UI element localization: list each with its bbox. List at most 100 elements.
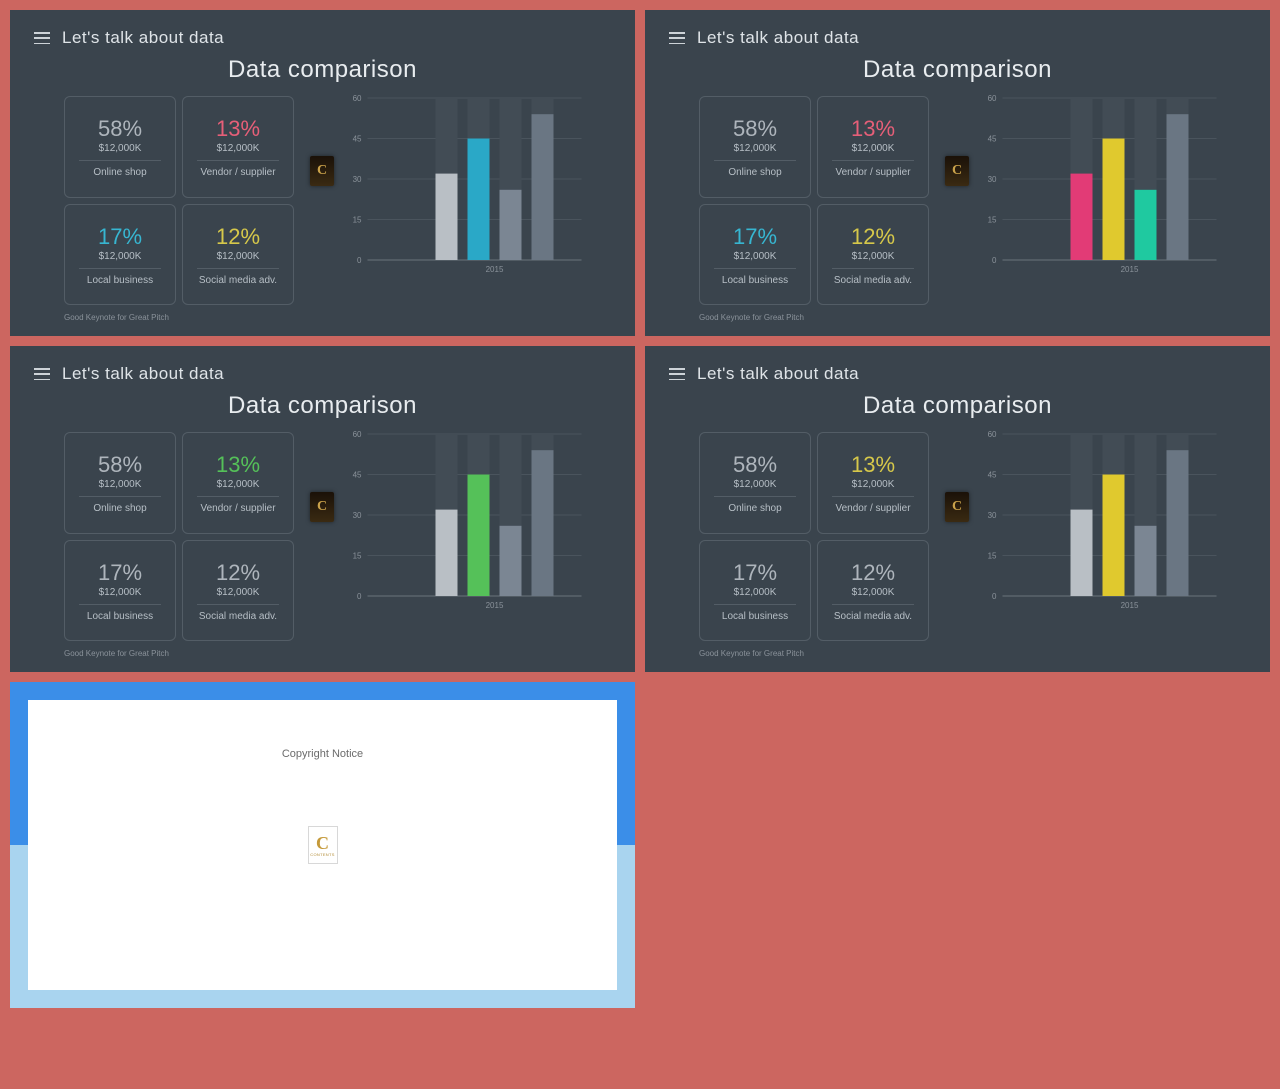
copyright-inner: Copyright Notice C CONTENTS (28, 700, 617, 990)
hamburger-icon[interactable] (669, 368, 685, 380)
slide-footer: Good Keynote for Great Pitch (34, 641, 611, 658)
hamburger-icon[interactable] (669, 32, 685, 44)
stat-tile: 58% $12,000K Online shop (64, 432, 176, 534)
svg-text:45: 45 (988, 135, 997, 144)
stat-tile: 12%$12,000KSocial media adv. (182, 204, 294, 306)
tile-value: $12,000K (704, 479, 806, 490)
empty-cell (645, 682, 1270, 1008)
tile-value: $12,000K (704, 143, 806, 154)
tile-divider (714, 496, 796, 497)
content-row: 58%$12,000KOnline shop13%$12,000KVendor … (669, 432, 1246, 641)
stat-tile: 17%$12,000KLocal business (699, 540, 811, 642)
tile-label: Social media adv. (822, 611, 924, 622)
svg-text:2015: 2015 (486, 265, 504, 274)
tile-value: $12,000K (187, 251, 289, 262)
slide-footer: Good Keynote for Great Pitch (669, 641, 1246, 658)
tile-percent: 58% (69, 117, 171, 141)
bar-chart: 0 15 30 45 60 2015 (314, 426, 611, 616)
svg-text:60: 60 (353, 430, 362, 439)
slide-variant-1: Let's talk about data Data comparison 58% $… (10, 10, 635, 336)
stat-tile: 13% $12,000K Vendor / supplier (182, 432, 294, 534)
stat-tile: 13% $12,000K Vendor / supplier (182, 96, 294, 198)
stat-tile: 12%$12,000KSocial media adv. (817, 204, 929, 306)
slide-footer: Good Keynote for Great Pitch (669, 305, 1246, 322)
tile-percent: 58% (69, 453, 171, 477)
tile-divider (832, 160, 914, 161)
svg-text:2015: 2015 (486, 601, 504, 610)
tile-percent: 13% (822, 117, 924, 141)
tile-divider (79, 268, 161, 269)
stat-tile: 58% $12,000K Online shop (699, 96, 811, 198)
tile-percent: 17% (69, 561, 171, 585)
tile-percent: 13% (187, 117, 289, 141)
hamburger-icon[interactable] (34, 368, 50, 380)
tile-label: Online shop (69, 503, 171, 514)
tile-label: Social media adv. (187, 275, 289, 286)
tile-label: Online shop (704, 167, 806, 178)
slide-variant-3: Let's talk about dataData comparison58%$… (10, 346, 635, 672)
stat-tile: 13%$12,000KVendor / supplier (817, 96, 929, 198)
tile-label: Social media adv. (822, 275, 924, 286)
stat-tile: 17%$12,000KLocal business (699, 204, 811, 306)
svg-text:15: 15 (353, 216, 362, 225)
tile-value: $12,000K (822, 587, 924, 598)
tile-percent: 58% (704, 117, 806, 141)
tile-label: Local business (704, 611, 806, 622)
tile-grid: 58%$12,000KOnline shop13%$12,000KVendor … (64, 96, 294, 305)
tile-value: $12,000K (822, 143, 924, 154)
svg-text:15: 15 (353, 552, 362, 561)
tile-label: Local business (704, 275, 806, 286)
tile-value: $12,000K (187, 587, 289, 598)
tile-label: Local business (69, 611, 171, 622)
tile-value: $12,000K (69, 143, 171, 154)
header-title: Let's talk about data (62, 28, 224, 48)
svg-text:30: 30 (988, 175, 997, 184)
bar-chart: 0153045602015 (949, 426, 1246, 616)
slide-variant-4: Let's talk about dataData comparison58%$… (645, 346, 1270, 672)
svg-text:45: 45 (353, 471, 362, 480)
svg-text:0: 0 (357, 592, 362, 601)
tile-percent: 13% (187, 453, 289, 477)
tile-value: $12,000K (187, 143, 289, 154)
tile-label: Vendor / supplier (187, 503, 289, 514)
stat-tile: 12%$12,000KSocial media adv. (817, 540, 929, 642)
tile-label: Social media adv. (187, 611, 289, 622)
bar-chart: 0153045602015 (314, 90, 611, 280)
svg-text:2015: 2015 (1121, 601, 1139, 610)
tile-divider (832, 604, 914, 605)
tile-label: Local business (69, 275, 171, 286)
svg-text:30: 30 (353, 511, 362, 520)
tile-value: $12,000K (69, 251, 171, 262)
stat-tile: 58%$12,000KOnline shop (64, 96, 176, 198)
content-row: 58% $12,000K Online shop 13% $12,000K Vendor … (34, 432, 611, 641)
svg-text:15: 15 (988, 552, 997, 561)
svg-text:60: 60 (353, 94, 362, 103)
tile-divider (79, 496, 161, 497)
tile-divider (714, 268, 796, 269)
tile-divider (197, 268, 279, 269)
svg-text:45: 45 (988, 471, 997, 480)
stat-tile: 17% $12,000K Local business (64, 540, 176, 642)
tile-value: $12,000K (69, 479, 171, 490)
content-row: 58%$12,000KOnline shop13%$12,000KVendor … (34, 96, 611, 305)
header-title: Let's talk about data (697, 28, 859, 48)
header-title: Let's talk about data (697, 364, 859, 384)
svg-text:0: 0 (992, 592, 997, 601)
stat-tile: 17%$12,000KLocal business (64, 204, 176, 306)
tile-label: Vendor / supplier (187, 167, 289, 178)
tile-grid: 58%$12,000KOnline shop13%$12,000KVendor … (699, 432, 929, 641)
tile-divider (832, 496, 914, 497)
svg-text:30: 30 (988, 511, 997, 520)
tile-value: $12,000K (69, 587, 171, 598)
tile-grid: 58% $12,000K Online shop 13% $12,000K Vendor … (64, 432, 294, 641)
slide-header: Let's talk about data (669, 28, 1246, 48)
tile-label: Vendor / supplier (822, 503, 924, 514)
slide-title: Data comparison (34, 56, 611, 84)
hamburger-icon[interactable] (34, 32, 50, 44)
tile-value: $12,000K (187, 479, 289, 490)
slide-title: Data comparison (669, 392, 1246, 420)
tile-grid: 58%$12,000KOnline shop13%$12,000KVendor … (699, 96, 929, 305)
tile-label: Online shop (704, 503, 806, 514)
slide-header: Let's talk about data (669, 364, 1246, 384)
bar-chart: 0153045602015 (949, 90, 1246, 280)
